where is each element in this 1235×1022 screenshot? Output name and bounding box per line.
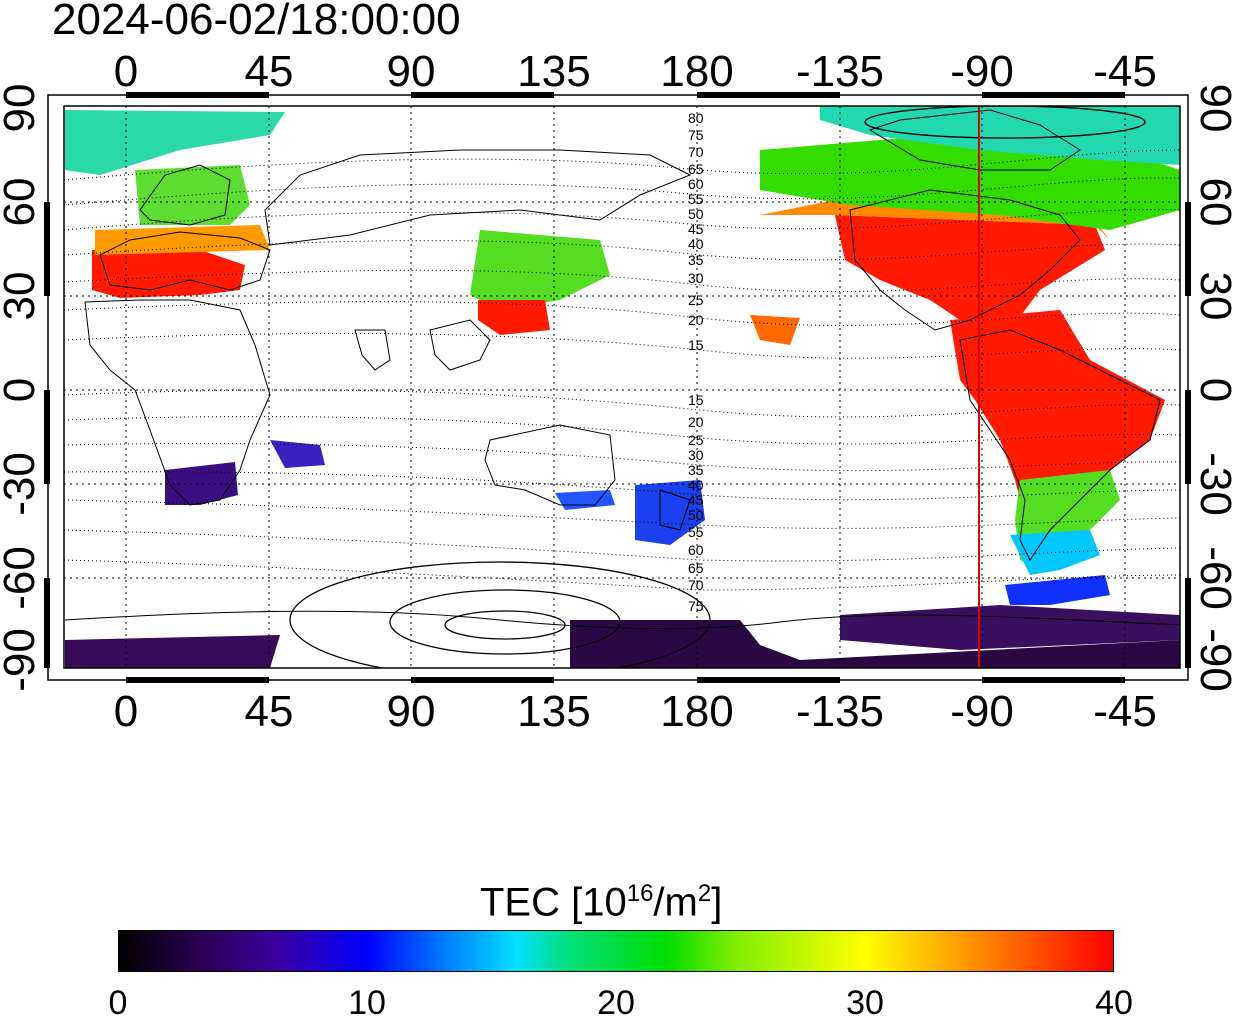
left-lat-tick: 0 <box>0 378 44 402</box>
timestamp-title: 2024-06-02/18:00:00 <box>52 0 461 44</box>
outer-frame <box>47 94 1189 681</box>
tec-region-drake <box>1005 575 1110 605</box>
top-lon-tick: 180 <box>660 47 734 96</box>
colorbar-label: 30 <box>846 984 884 1022</box>
tec-region-hawaii <box>750 315 800 345</box>
bottom-lon-tick: 0 <box>113 687 139 736</box>
left-lat-tick: -30 <box>0 452 44 516</box>
right-lat-tick: 30 <box>1191 271 1235 321</box>
contour-label: 65 <box>688 161 704 177</box>
contour-label: 45 <box>688 492 704 508</box>
contour-label: 20 <box>688 312 704 328</box>
tec-region-antarctica-east <box>570 620 1180 668</box>
tec-region-japan-red <box>478 300 550 335</box>
tec-region-patagonia <box>1010 530 1100 575</box>
right-lat-tick: -30 <box>1191 452 1235 516</box>
colorbar-label: 0 <box>108 984 128 1022</box>
top-lon-tick: -45 <box>1093 47 1157 96</box>
bottom-lon-tick: 180 <box>660 687 734 736</box>
bottom-lon-tick: 135 <box>517 687 591 736</box>
bottom-lon-tick: -45 <box>1093 687 1157 736</box>
lat-lon-grid <box>64 106 1180 668</box>
contour-label: 15 <box>688 337 704 353</box>
tec-region-new-zealand <box>635 480 705 545</box>
top-lon-tick: 45 <box>244 47 294 96</box>
colorbar-title: TEC [1016/m2] <box>480 880 723 925</box>
right-lat-tick: 90 <box>1191 83 1235 133</box>
left-lat-tick: -60 <box>0 546 44 610</box>
bottom-lon-tick: 45 <box>244 687 294 736</box>
contour-label: 55 <box>688 524 704 540</box>
contour-label-group: 80 75 70 65 60 55 50 45 40 35 30 25 20 1… <box>688 110 704 614</box>
contour-label: 50 <box>688 507 704 523</box>
tec-region-north-america <box>835 215 1105 330</box>
contour-label: 60 <box>688 176 704 192</box>
contour-label: 55 <box>688 191 704 207</box>
colorbar-label: 20 <box>597 984 635 1022</box>
polar-contours <box>289 106 1146 668</box>
top-lon-tick: -135 <box>795 47 885 96</box>
tec-data-layer <box>65 106 1180 668</box>
contour-label: 70 <box>688 577 704 593</box>
right-lat-tick: 60 <box>1191 177 1235 227</box>
right-lat-tick: -90 <box>1191 628 1235 692</box>
colorbar-label: 10 <box>348 984 386 1022</box>
tec-region-arctic-europe <box>65 110 285 175</box>
contour-label: 80 <box>688 110 704 126</box>
coastlines <box>64 109 1180 629</box>
right-lat-tick: -60 <box>1191 546 1235 610</box>
tec-region-south-america <box>950 310 1165 520</box>
tec-colorbar <box>118 930 1114 972</box>
tec-region-madagascar <box>270 440 325 468</box>
contour-label: 15 <box>688 392 704 408</box>
left-lat-tick: 90 <box>0 83 44 133</box>
contour-label: 30 <box>688 447 704 463</box>
top-lon-tick: 135 <box>517 47 591 96</box>
bottom-lon-tick: -135 <box>795 687 885 736</box>
bottom-lon-tick: -90 <box>950 687 1014 736</box>
tec-region-europe-red <box>92 250 245 298</box>
tec-region-arctic-cyan <box>820 106 1180 165</box>
tec-region-europe-orange <box>95 225 270 255</box>
contour-label: 75 <box>688 598 704 614</box>
contour-label: 25 <box>688 432 704 448</box>
contour-label: 50 <box>688 206 704 222</box>
contour-label: 65 <box>688 560 704 576</box>
contour-label: 75 <box>688 127 704 143</box>
contour-label: 45 <box>688 221 704 237</box>
tec-region-australia-south <box>555 490 615 510</box>
tec-region-antarctica <box>65 635 280 668</box>
right-lat-tick: 0 <box>1191 378 1235 402</box>
contour-label: 35 <box>688 462 704 478</box>
tec-region-antarctica-wedge <box>840 605 1180 650</box>
contour-label: 40 <box>688 477 704 493</box>
top-lon-tick: -90 <box>950 47 1014 96</box>
top-lon-tick: 0 <box>113 47 139 96</box>
frame-tick-bars <box>44 92 1191 683</box>
left-lat-tick: 60 <box>0 177 44 227</box>
contour-label: 60 <box>688 542 704 558</box>
left-lat-tick: 30 <box>0 271 44 321</box>
colorbar-label: 40 <box>1095 984 1133 1022</box>
top-lon-tick: 90 <box>386 47 436 96</box>
contour-label: 25 <box>688 292 704 308</box>
tec-region-japan <box>470 230 610 310</box>
bottom-lon-tick: 90 <box>386 687 436 736</box>
map-frame <box>63 105 1181 669</box>
contour-label: 30 <box>688 270 704 286</box>
tec-region-south-africa <box>165 462 238 505</box>
contour-label: 20 <box>688 414 704 430</box>
contour-label: 70 <box>688 144 704 160</box>
tec-region-canada-band <box>760 200 1110 240</box>
contour-label: 40 <box>688 236 704 252</box>
tec-map: 80 75 70 65 60 55 50 45 40 35 30 25 20 1… <box>44 92 1191 683</box>
contour-label: 35 <box>688 252 704 268</box>
left-lat-tick: -90 <box>0 628 44 692</box>
